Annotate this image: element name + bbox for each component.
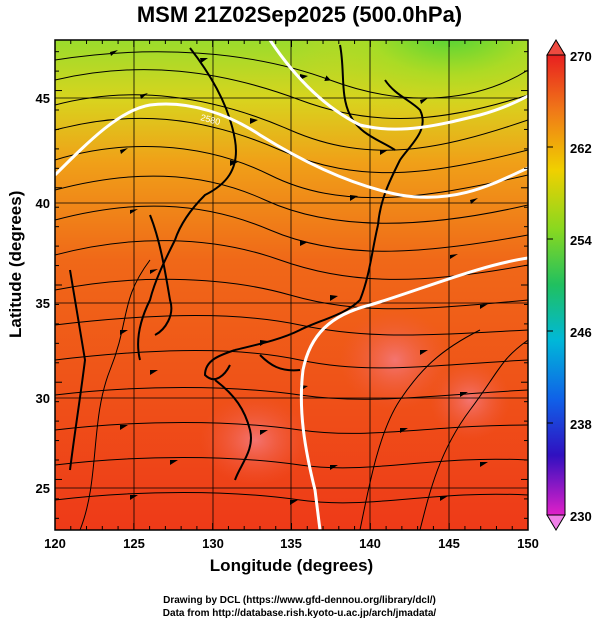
x-tick-125: 125 bbox=[123, 536, 145, 551]
map-title: MSM 21Z02Sep2025 (500.0hPa) bbox=[136, 2, 463, 27]
x-tick-marks bbox=[54, 40, 529, 530]
colorbar-max-triangle bbox=[546, 39, 566, 56]
y-tick-25: 25 bbox=[36, 481, 50, 496]
colorbar-tick-254: 254 bbox=[570, 233, 592, 248]
colorbar-min-triangle bbox=[546, 514, 566, 531]
y-tick-30: 30 bbox=[36, 391, 50, 406]
colorbar-tick-262: 262 bbox=[570, 141, 592, 156]
x-tick-140: 140 bbox=[359, 536, 381, 551]
colorbar-tick-238: 238 bbox=[570, 417, 592, 432]
y-tick-40: 40 bbox=[36, 196, 50, 211]
credit-drawing: Drawing by DCL (https://www.gfd-dennou.o… bbox=[163, 595, 436, 606]
colorbar-tick-230: 230 bbox=[570, 509, 592, 524]
x-tick-150: 150 bbox=[517, 536, 539, 551]
x-tick-135: 135 bbox=[280, 536, 302, 551]
x-tick-130: 130 bbox=[202, 536, 224, 551]
height-contours bbox=[55, 40, 528, 530]
colorbar-tick-270: 270 bbox=[570, 49, 592, 64]
credit-data: Data from http://database.rish.kyoto-u.a… bbox=[162, 608, 437, 619]
y-tick-marks bbox=[55, 51, 528, 519]
y-tick-45: 45 bbox=[36, 91, 50, 106]
colorbar-tick-246: 246 bbox=[570, 325, 592, 340]
x-tick-120: 120 bbox=[44, 536, 66, 551]
x-axis-label: Longitude (degrees) bbox=[209, 556, 374, 575]
x-tick-145: 145 bbox=[438, 536, 460, 551]
colorbar: 270 262 254 246 238 230 bbox=[546, 39, 592, 531]
y-tick-35: 35 bbox=[36, 296, 50, 311]
grid bbox=[55, 40, 528, 530]
wind-arrowheads bbox=[110, 50, 488, 505]
wind-streamlines bbox=[55, 51, 528, 530]
